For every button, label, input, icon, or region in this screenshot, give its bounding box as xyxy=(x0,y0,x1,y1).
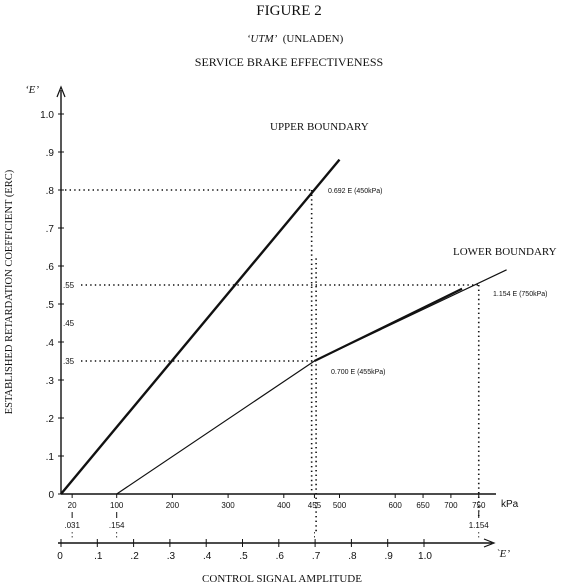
y-tick-label: 1.0 xyxy=(40,110,54,121)
y-tick-label: .5 xyxy=(46,300,55,311)
y-axis-symbol: ‘E’ xyxy=(25,84,39,96)
amplitude-tick-label: .1 xyxy=(94,551,103,562)
kpa-tick-label: 100 xyxy=(110,501,124,510)
axes-layer: 0 .1 .2 .3 .4 .5 .6 .7 .8 .9 1.0 .55 .45 .35 20 100 200 3… xyxy=(40,85,496,562)
e-ref-tick-label: 1.154 xyxy=(469,521,490,530)
y-tick-label: 0 xyxy=(48,490,54,501)
annotation-layer: UPPER BOUNDARY LOWER BOUNDARY 0.692 E (450… xyxy=(270,121,557,376)
amplitude-tick-label: .6 xyxy=(276,551,285,562)
y-tick-label: .1 xyxy=(46,452,55,463)
series-lower-emphasis xyxy=(313,287,463,362)
amplitude-axis-arrow xyxy=(483,538,496,548)
amplitude-tick-label: .8 xyxy=(348,551,357,562)
reference-guides xyxy=(65,189,480,534)
pressure-unit-label: kPa xyxy=(501,499,519,510)
reference-point-label: 1.154 E (750kPa) xyxy=(493,291,547,298)
reference-point-label: 0.692 E (450kPa) xyxy=(328,188,382,195)
y-tick-label: .4 xyxy=(46,338,55,349)
y-tick-label: .8 xyxy=(46,186,55,197)
y-ref-tick-label: .55 xyxy=(63,281,75,290)
kpa-tick-label: 20 xyxy=(68,501,77,510)
y-ref-tick-label: .45 xyxy=(63,319,75,328)
e-ref-tick-label: .154 xyxy=(109,521,125,530)
figure-condition: (UNLADEN) xyxy=(283,33,344,45)
series-line-upper xyxy=(60,158,341,495)
kpa-tick-label: 700 xyxy=(444,501,458,510)
lower-boundary-label: LOWER BOUNDARY xyxy=(453,246,557,258)
amplitude-tick-label: .2 xyxy=(130,551,139,562)
y-tick-label: .3 xyxy=(46,376,55,387)
x-axis-symbol: `E’ xyxy=(496,548,510,560)
chart-title: SERVICE BRAKE EFFECTIVENESS xyxy=(195,55,383,69)
y-tick-label: .6 xyxy=(46,262,55,273)
kpa-tick-label: 400 xyxy=(277,501,291,510)
series-layer xyxy=(60,158,507,495)
kpa-tick-label: 650 xyxy=(416,501,430,510)
amplitude-tick-label: .5 xyxy=(239,551,248,562)
upper-boundary-label: UPPER BOUNDARY xyxy=(270,121,369,133)
kpa-tick-label: 455 xyxy=(308,501,322,510)
kpa-tick-label: 200 xyxy=(166,501,180,510)
y-axis-label: ESTABLISHED RETARDATION COEFFICIENT (ERC… xyxy=(4,169,15,414)
figure-label: FIGURE 2 xyxy=(256,3,321,19)
series-line-lower xyxy=(116,269,507,495)
amplitude-tick-label: .3 xyxy=(167,551,176,562)
figure-vehicle: ‘UTM’ xyxy=(247,33,278,45)
y-tick-label: .2 xyxy=(46,414,55,425)
amplitude-tick-label: .7 xyxy=(312,551,321,562)
y-tick-label: .7 xyxy=(46,224,55,235)
x-axis-label: CONTROL SIGNAL AMPLITUDE xyxy=(202,573,362,585)
e-ref-tick-label: .031 xyxy=(64,521,80,530)
kpa-tick-label: 500 xyxy=(333,501,347,510)
y-axis-arrow xyxy=(56,85,66,98)
kpa-tick-label: 750 xyxy=(472,501,486,510)
amplitude-tick-label: 1.0 xyxy=(418,551,432,562)
reference-point-label: 0.700 E (455kPa) xyxy=(331,369,385,376)
amplitude-tick-label: .4 xyxy=(203,551,212,562)
kpa-tick-label: 300 xyxy=(221,501,235,510)
amplitude-tick-label: 0 xyxy=(57,551,63,562)
kpa-tick-label: 600 xyxy=(389,501,403,510)
y-tick-label: .9 xyxy=(46,148,55,159)
amplitude-tick-label: .9 xyxy=(385,551,394,562)
y-ref-tick-label: .35 xyxy=(63,357,75,366)
